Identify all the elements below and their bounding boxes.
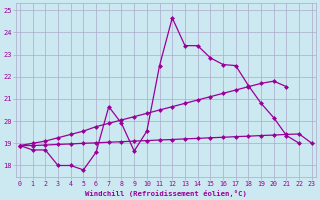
X-axis label: Windchill (Refroidissement éolien,°C): Windchill (Refroidissement éolien,°C): [85, 190, 247, 197]
